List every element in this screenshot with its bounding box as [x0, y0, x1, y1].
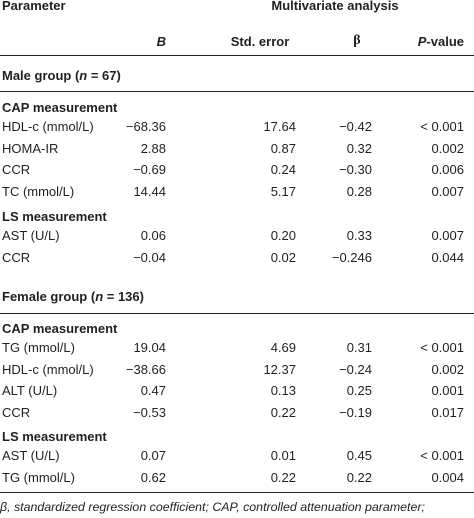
- cell-beta: 0.31: [346, 340, 372, 355]
- column-header-multivariate-analysis: Multivariate analysis: [271, 0, 399, 13]
- cell-std-error: 0.24: [270, 162, 296, 177]
- cell-beta: −0.42: [339, 119, 372, 134]
- table-footnote: β, standardized regression coefficient; …: [0, 500, 425, 514]
- cell-b: −68.36: [125, 119, 166, 134]
- header-divider: [0, 55, 474, 56]
- cell-b: 0.47: [140, 383, 166, 398]
- cell-b: −38.66: [125, 362, 166, 377]
- cell-parameter: TG (mmol/L): [2, 340, 75, 355]
- cell-p-value: 0.007: [431, 184, 464, 199]
- cell-parameter: CCR: [2, 405, 31, 420]
- group-divider-female: [0, 313, 474, 314]
- cell-parameter: HOMA-IR: [2, 141, 59, 156]
- cell-p-value: 0.006: [431, 162, 464, 177]
- cell-b: 2.88: [140, 141, 166, 156]
- cell-std-error: 5.17: [270, 184, 296, 199]
- section-title-male-ls: LS measurement: [2, 209, 107, 224]
- cell-b: 0.06: [140, 228, 166, 243]
- cell-beta: −0.30: [339, 162, 372, 177]
- cell-p-value: 0.004: [431, 470, 464, 485]
- column-header-std-error: Std. error: [230, 34, 290, 49]
- cell-parameter: CCR: [2, 162, 31, 177]
- cell-p-value: 0.001: [431, 383, 464, 398]
- cell-parameter: TC (mmol/L): [2, 184, 75, 199]
- cell-std-error: 0.20: [270, 228, 296, 243]
- cell-std-error: 17.64: [263, 119, 296, 134]
- cell-std-error: 0.22: [270, 405, 296, 420]
- column-header-beta: β: [353, 33, 361, 48]
- cell-p-value: 0.007: [431, 228, 464, 243]
- cell-beta: 0.45: [346, 448, 372, 463]
- cell-std-error: 0.02: [270, 250, 296, 265]
- table-bottom-rule: [0, 492, 474, 493]
- group-divider-male: [0, 91, 474, 92]
- group-title-female: Female group (n = 136): [2, 289, 144, 304]
- cell-beta: −0.246: [331, 250, 372, 265]
- cell-p-value: 0.002: [431, 362, 464, 377]
- cell-std-error: 0.13: [270, 383, 296, 398]
- cell-beta: −0.19: [339, 405, 372, 420]
- cell-beta: 0.32: [346, 141, 372, 156]
- cell-parameter: AST (U/L): [2, 448, 60, 463]
- cell-parameter: HDL-c (mmol/L): [2, 119, 94, 134]
- group-title-male: Male group (n = 67): [2, 68, 121, 83]
- section-title-female-cap: CAP measurement: [2, 321, 118, 336]
- cell-b: −0.69: [133, 162, 166, 177]
- cell-p-value: < 0.001: [420, 119, 464, 134]
- cell-parameter: HDL-c (mmol/L): [2, 362, 94, 377]
- cell-beta: −0.24: [339, 362, 372, 377]
- column-header-p-value: P-value: [417, 34, 464, 49]
- cell-p-value: < 0.001: [420, 448, 464, 463]
- cell-beta: 0.22: [346, 470, 372, 485]
- cell-b: 0.62: [140, 470, 166, 485]
- column-header-b: B: [156, 34, 166, 49]
- cell-parameter: TG (mmol/L): [2, 470, 75, 485]
- cell-beta: 0.33: [346, 228, 372, 243]
- cell-beta: 0.28: [346, 184, 372, 199]
- cell-b: 14.44: [133, 184, 166, 199]
- cell-b: −0.04: [133, 250, 166, 265]
- cell-std-error: 4.69: [270, 340, 296, 355]
- cell-p-value: < 0.001: [420, 340, 464, 355]
- cell-std-error: 12.37: [263, 362, 296, 377]
- cell-p-value: 0.044: [431, 250, 464, 265]
- cell-std-error: 0.22: [270, 470, 296, 485]
- cell-std-error: 0.01: [270, 448, 296, 463]
- cell-b: 19.04: [133, 340, 166, 355]
- column-header-parameter: Parameter: [2, 0, 66, 13]
- cell-p-value: 0.002: [431, 141, 464, 156]
- section-title-female-ls: LS measurement: [2, 429, 107, 444]
- section-title-male-cap: CAP measurement: [2, 100, 118, 115]
- cell-b: 0.07: [140, 448, 166, 463]
- cell-parameter: AST (U/L): [2, 228, 60, 243]
- cell-p-value: 0.017: [431, 405, 464, 420]
- cell-parameter: ALT (U/L): [2, 383, 58, 398]
- cell-parameter: CCR: [2, 250, 31, 265]
- cell-std-error: 0.87: [270, 141, 296, 156]
- cell-b: −0.53: [133, 405, 166, 420]
- cell-beta: 0.25: [346, 383, 372, 398]
